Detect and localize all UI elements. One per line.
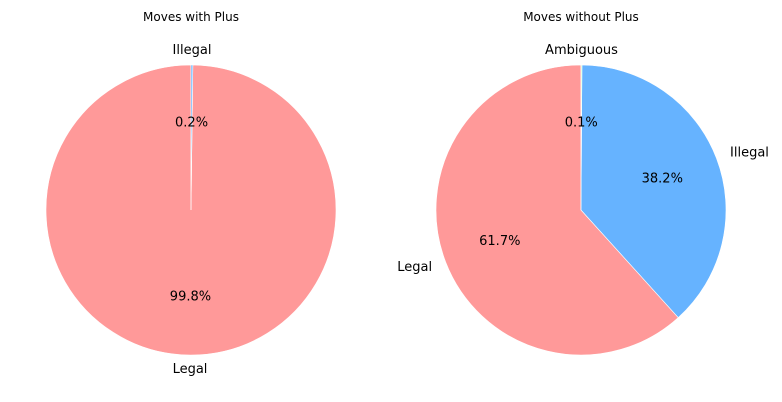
pie-chart-moves-without-plus: Moves without Plus Legal 61.7% Illegal 38.2… <box>397 10 769 356</box>
pie-slice-legal <box>435 64 679 356</box>
pie-chart-moves-with-plus: Moves with Plus Legal 99.8% Illegal 0.2% <box>45 10 337 377</box>
pie-slice-illegal <box>580 64 727 318</box>
slice-percent-legal: 99.8% <box>170 289 211 304</box>
slice-percent-illegal: 38.2% <box>642 171 683 186</box>
slice-label-legal: Legal <box>397 260 432 275</box>
slice-label-ambiguous: Ambiguous <box>545 43 618 58</box>
pie-slice-ambiguous <box>580 64 583 211</box>
slice-label-illegal: Illegal <box>173 43 212 58</box>
pie-slice-illegal <box>190 64 194 211</box>
slice-label-illegal: Illegal <box>730 146 769 161</box>
slice-label-legal: Legal <box>173 362 208 377</box>
chart-title: Moves without Plus <box>523 10 639 24</box>
slice-percent-legal: 61.7% <box>479 234 520 249</box>
chart-title: Moves with Plus <box>143 10 239 24</box>
slice-percent-ambiguous: 0.1% <box>565 116 598 131</box>
slice-percent-illegal: 0.2% <box>175 116 208 131</box>
